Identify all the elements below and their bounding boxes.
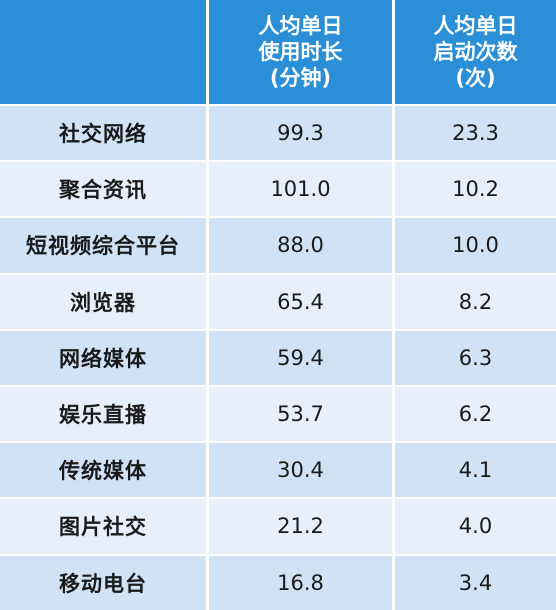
column-separator <box>392 499 395 554</box>
row-category-label: 短视频综合平台 <box>0 218 206 273</box>
row-category-label: 网络媒体 <box>0 330 206 385</box>
column-separator <box>392 443 395 498</box>
header-usage-line-1: 人均单日 <box>258 14 343 38</box>
row-category-label: 传统媒体 <box>0 443 206 498</box>
launch-count-value: 3.4 <box>395 555 556 610</box>
column-separator <box>206 499 209 554</box>
column-separator <box>206 386 209 442</box>
column-separator <box>206 443 209 498</box>
column-separator <box>206 0 209 104</box>
column-separator <box>206 555 209 610</box>
column-separator <box>206 330 209 385</box>
header-usage-line-2: 使用时长 <box>258 40 343 64</box>
usage-minutes-value: 65.4 <box>209 274 392 329</box>
row-category-label: 社交网络 <box>0 106 206 161</box>
header-usage-time: 人均单日 使用时长 (分钟) <box>209 0 392 104</box>
launch-count-value: 10.2 <box>395 162 556 217</box>
usage-minutes-value: 30.4 <box>209 443 392 498</box>
usage-minutes-value: 21.2 <box>209 499 392 554</box>
column-separator <box>392 386 395 442</box>
row-category-label: 浏览器 <box>0 274 206 329</box>
usage-minutes-value: 53.7 <box>209 386 392 442</box>
launch-count-value: 4.0 <box>395 499 556 554</box>
column-separator <box>392 330 395 385</box>
column-separator <box>392 0 395 104</box>
launch-count-value: 10.0 <box>395 218 556 273</box>
header-launch-count: 人均单日 启动次数 (次) <box>395 0 556 104</box>
column-separator <box>392 162 395 217</box>
launch-count-value: 23.3 <box>395 106 556 161</box>
column-separator <box>206 274 209 329</box>
column-separator <box>392 555 395 610</box>
header-launch-line-1: 人均单日 <box>433 14 518 38</box>
usage-minutes-value: 88.0 <box>209 218 392 273</box>
launch-count-value: 6.2 <box>395 386 556 442</box>
column-separator <box>392 218 395 273</box>
launch-count-value: 4.1 <box>395 443 556 498</box>
row-category-label: 聚合资讯 <box>0 162 206 217</box>
usage-minutes-value: 101.0 <box>209 162 392 217</box>
header-category <box>0 0 206 104</box>
header-usage-line-3: (分钟) <box>269 66 332 90</box>
row-category-label: 图片社交 <box>0 499 206 554</box>
column-separator <box>392 106 395 161</box>
row-category-label: 移动电台 <box>0 555 206 610</box>
launch-count-value: 8.2 <box>395 274 556 329</box>
row-category-label: 娱乐直播 <box>0 386 206 442</box>
header-launch-line-3: (次) <box>455 66 496 90</box>
column-separator <box>392 274 395 329</box>
launch-count-value: 6.3 <box>395 330 556 385</box>
usage-minutes-value: 16.8 <box>209 555 392 610</box>
usage-minutes-value: 59.4 <box>209 330 392 385</box>
column-separator <box>206 162 209 217</box>
column-separator <box>206 106 209 161</box>
usage-minutes-value: 99.3 <box>209 106 392 161</box>
header-launch-line-2: 启动次数 <box>433 40 518 64</box>
column-separator <box>206 218 209 273</box>
